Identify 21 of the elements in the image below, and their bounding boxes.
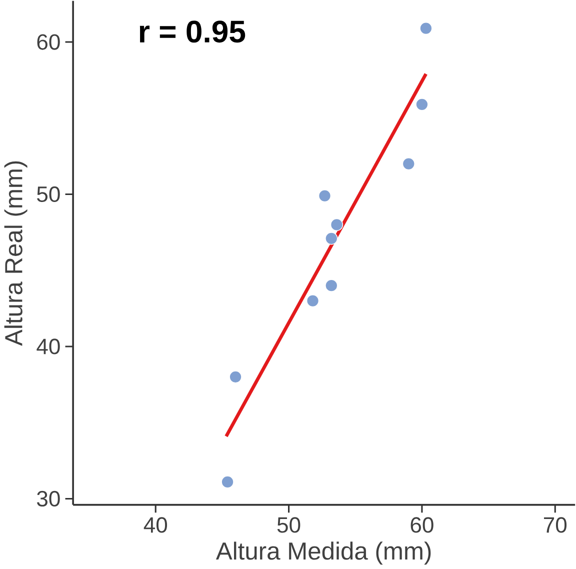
point [420, 22, 432, 35]
point [325, 232, 338, 245]
point [318, 189, 332, 202]
annotation: r = 0.95 [140, 20, 246, 43]
y-tick-label: 50 [37, 186, 60, 202]
point [325, 279, 338, 292]
point [306, 294, 320, 308]
x-tick-label: 70 [544, 517, 567, 533]
y-axis-title: Altura Real (mm) [4, 161, 28, 346]
x-tick-label: 40 [144, 517, 168, 533]
point [330, 218, 344, 232]
x-tick-label: 50 [277, 517, 300, 533]
y-tick-label: 30 [37, 490, 60, 507]
point [229, 370, 242, 384]
point [416, 98, 428, 111]
x-tick-label: 60 [410, 517, 434, 533]
point [221, 476, 234, 488]
point [402, 157, 415, 170]
y-tick-label: 40 [36, 338, 60, 354]
y-tick-label: 60 [37, 34, 60, 50]
x-axis-title: Altura Medida (mm) [216, 542, 431, 565]
